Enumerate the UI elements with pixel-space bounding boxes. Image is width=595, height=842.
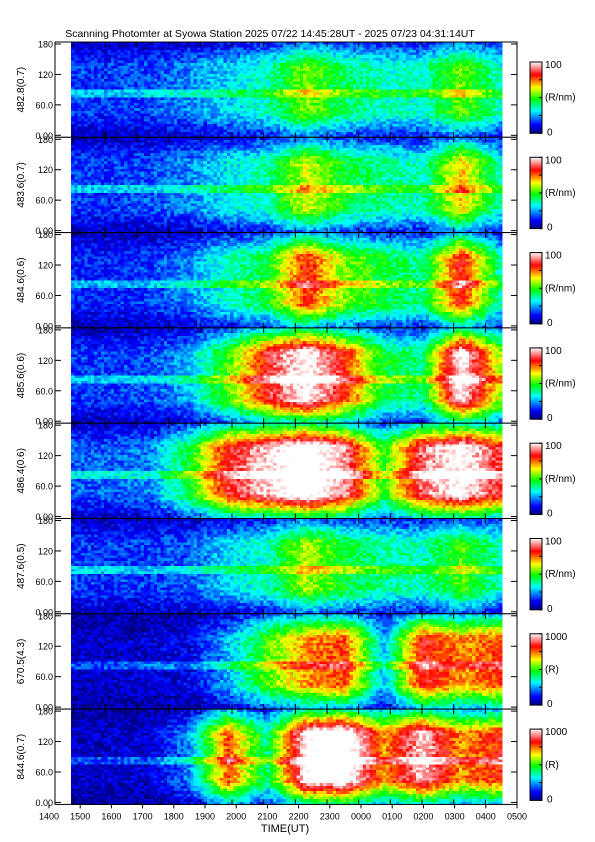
panels: 0.0060.0120180482.8(0.7)100(R/nm)00.0060… <box>16 40 576 808</box>
heatmap-cells <box>71 42 503 138</box>
chart-title: Scanning Photomter at Syowa Station 2025… <box>65 28 475 40</box>
